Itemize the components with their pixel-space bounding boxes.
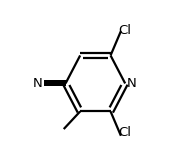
Text: Cl: Cl	[119, 126, 132, 139]
Text: N: N	[127, 77, 137, 90]
Text: Cl: Cl	[119, 24, 132, 37]
Text: N: N	[33, 77, 42, 90]
